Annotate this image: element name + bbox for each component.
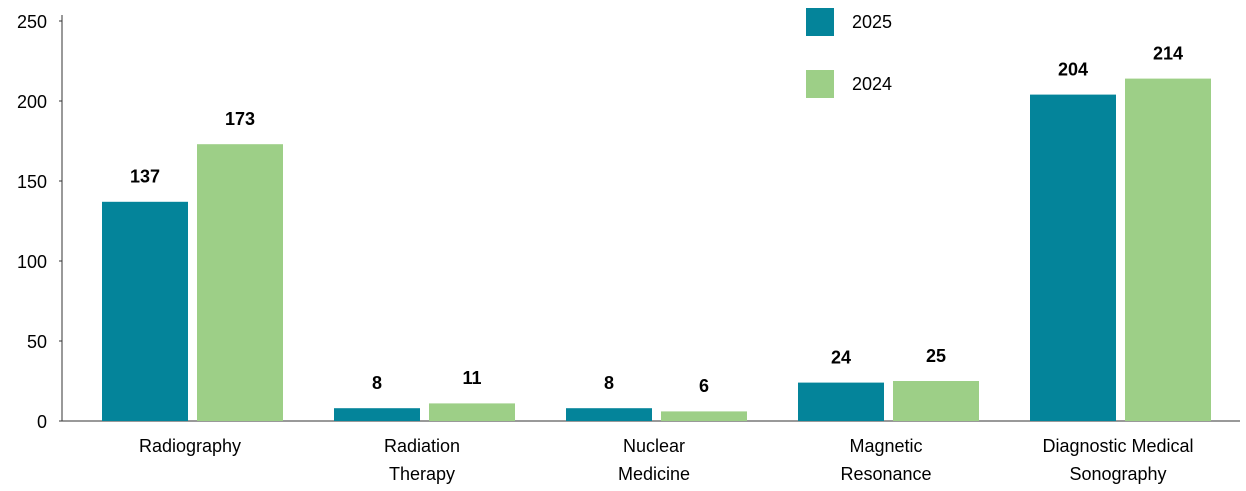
y-tick-label: 100 [17, 252, 47, 272]
value-label: 11 [462, 368, 481, 388]
bar [334, 408, 420, 421]
x-tick-label: Nuclear Medicine [617, 436, 691, 484]
y-tick-label: 250 [17, 12, 47, 32]
value-label: 214 [1153, 43, 1183, 63]
bar [566, 408, 652, 421]
legend-swatch [806, 70, 834, 98]
value-label: 8 [604, 373, 614, 393]
y-tick-label: 0 [37, 412, 47, 432]
bar [893, 381, 979, 421]
y-tick-label: 150 [17, 172, 47, 192]
value-label: 8 [372, 373, 382, 393]
y-tick-label: 50 [27, 332, 47, 352]
x-tick-label: Diagnostic Medical Sonography [1042, 436, 1194, 484]
legend-label: 2024 [852, 74, 892, 94]
bar [197, 144, 283, 421]
value-label: 6 [699, 376, 709, 396]
x-tick-label: Radiography [138, 436, 242, 456]
x-tick-label: Magnetic Resonance [840, 436, 932, 484]
bar [1030, 94, 1116, 421]
y-tick-label: 200 [17, 92, 47, 112]
bar [661, 411, 747, 421]
bar [1125, 78, 1211, 421]
legend-label: 2025 [852, 12, 892, 32]
value-label: 137 [130, 167, 160, 187]
value-label: 25 [926, 346, 946, 366]
value-label: 173 [225, 109, 255, 129]
bar [429, 403, 515, 421]
bar [102, 201, 188, 421]
value-label: 24 [831, 347, 851, 367]
value-label: 204 [1058, 59, 1088, 79]
x-tick-label: Radiation Therapy [383, 436, 461, 484]
legend-swatch [806, 8, 834, 36]
bar [798, 382, 884, 421]
